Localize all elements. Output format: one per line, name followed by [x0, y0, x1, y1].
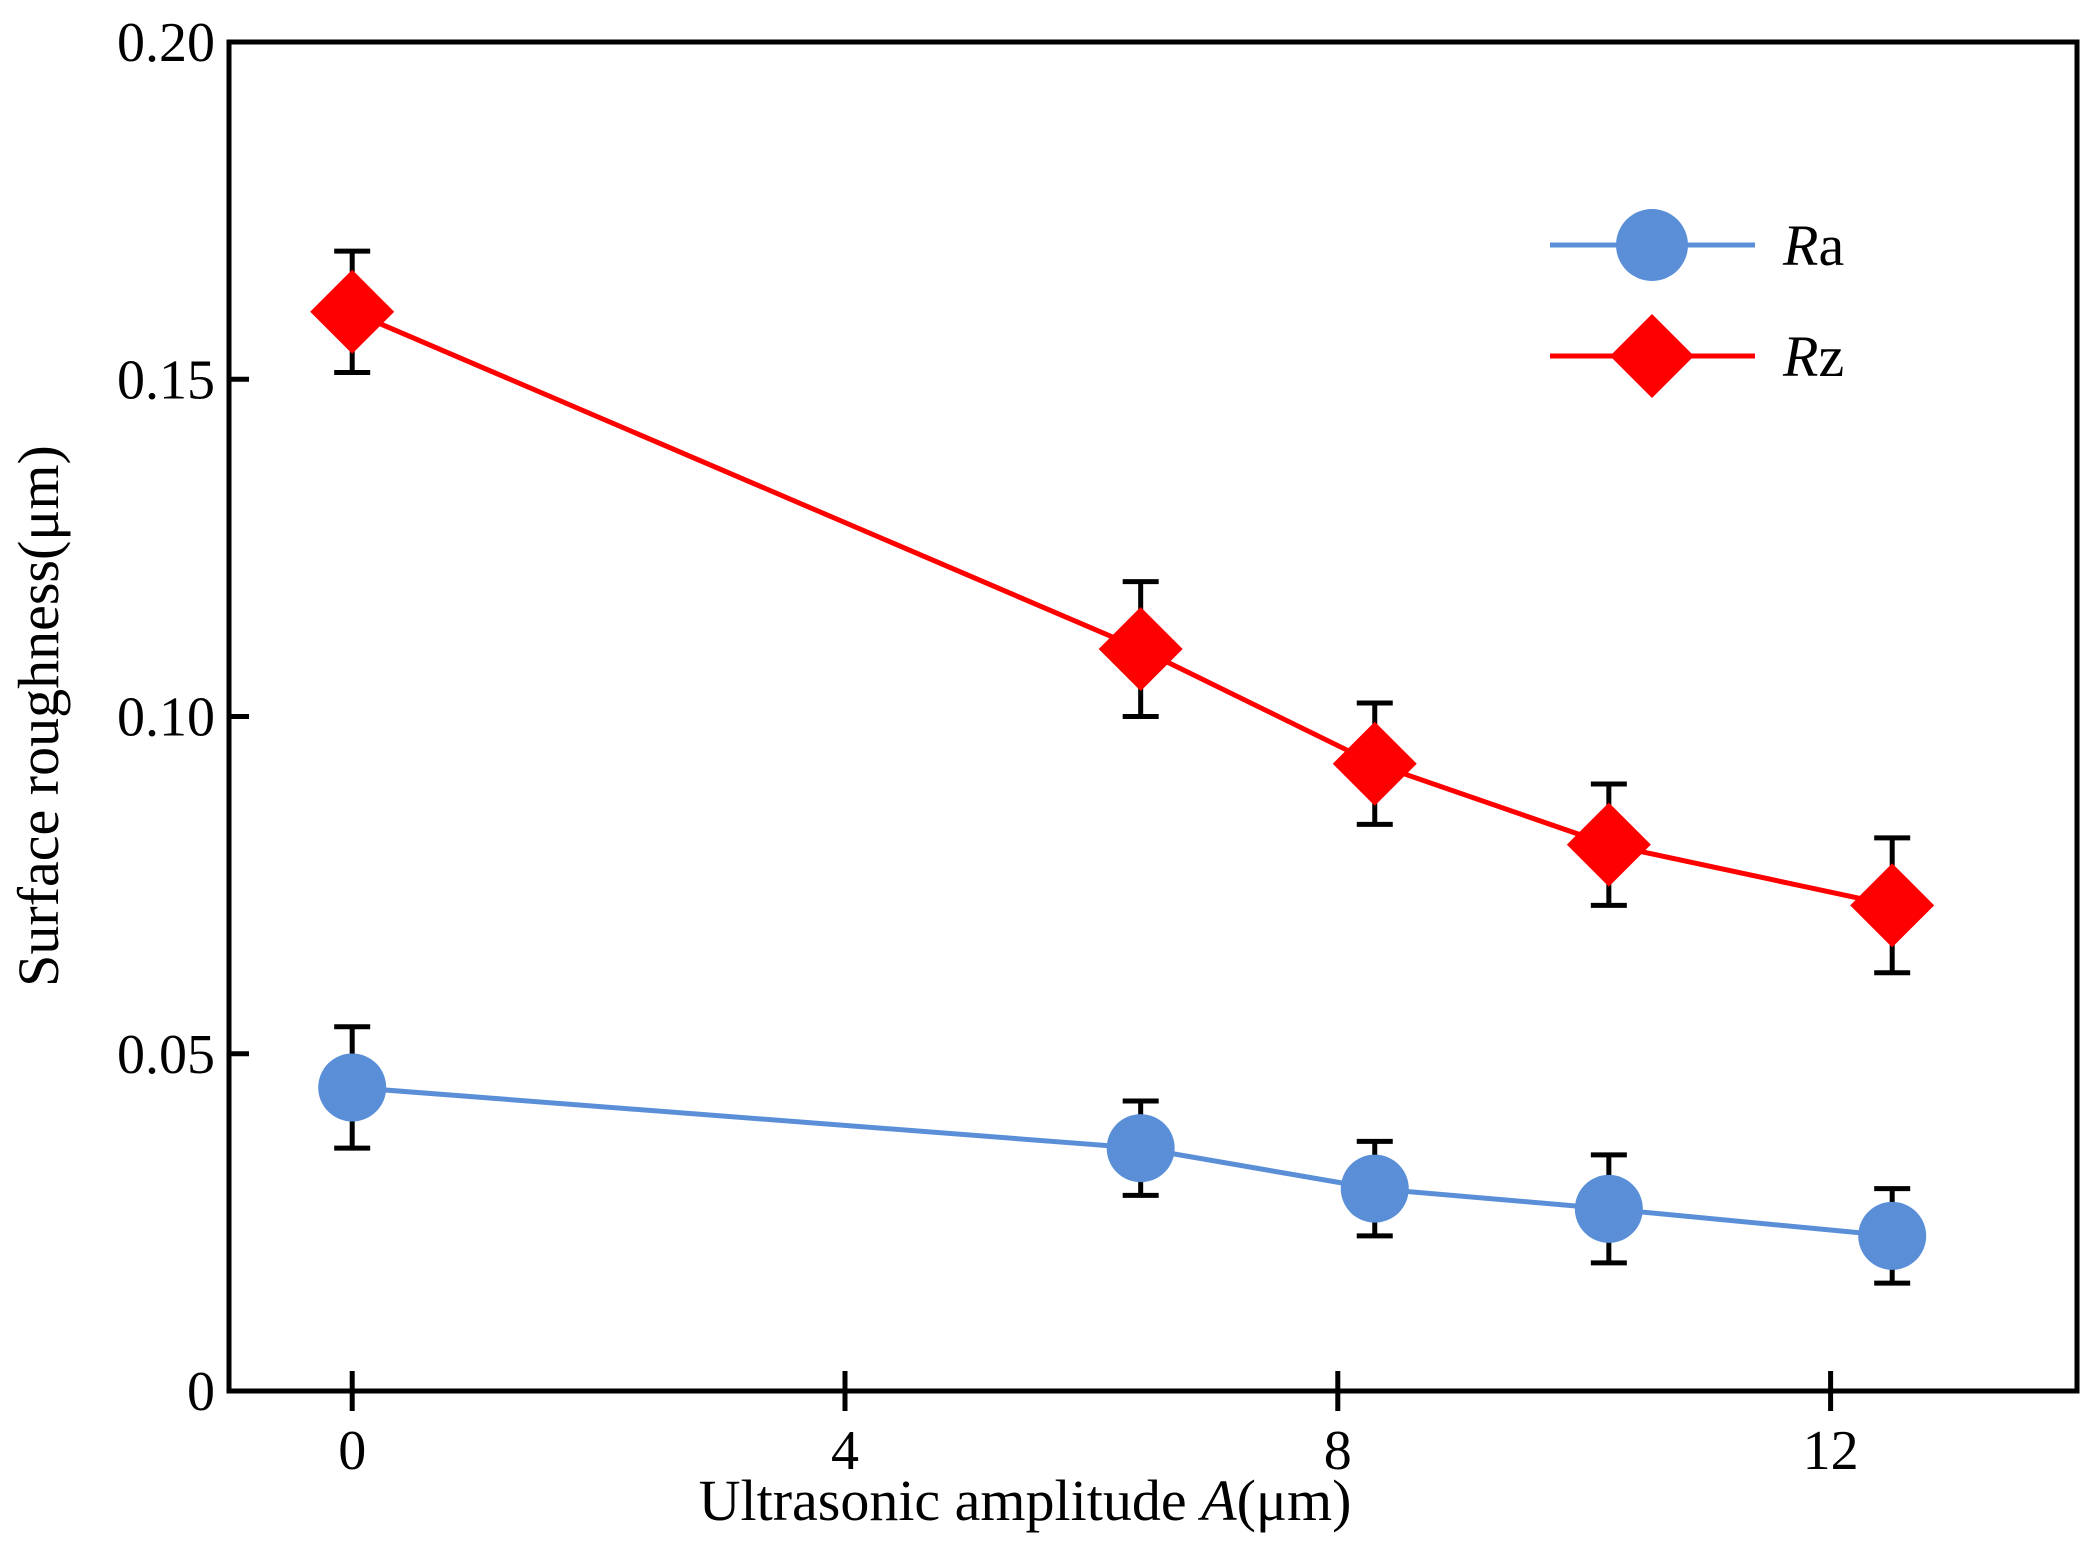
- series-markers: [310, 269, 1935, 1270]
- axis-ticks: 0 4 8 12 0 0.05 0.10 0.15 0.20: [117, 12, 1859, 1482]
- plot-area: [310, 248, 1935, 1286]
- data-point-rz: [1098, 607, 1183, 692]
- x-tick-label: 8: [1324, 1420, 1352, 1482]
- data-point-ra: [1340, 1154, 1409, 1223]
- y-tick-label: 0.15: [117, 349, 215, 411]
- y-tick-label: 0.05: [117, 1024, 215, 1086]
- y-axis-title: Surface roughness(μm): [6, 445, 71, 987]
- data-point-rz: [1332, 721, 1417, 806]
- x-tick-label: 4: [831, 1420, 859, 1482]
- data-point-ra: [1574, 1174, 1643, 1243]
- x-axis-title: Ultrasonic amplitude A(μm): [699, 1468, 1352, 1533]
- legend-label-ra: Ra: [1782, 213, 1844, 278]
- y-tick-label: 0.20: [117, 12, 215, 74]
- data-point-rz: [1850, 863, 1935, 948]
- y-tick-label: 0: [187, 1361, 215, 1423]
- legend: Ra Rz: [1550, 209, 1844, 398]
- legend-label-rz: Rz: [1782, 324, 1844, 389]
- data-point-ra: [1106, 1114, 1175, 1183]
- data-point-rz: [1566, 802, 1651, 887]
- legend-item-rz: Rz: [1550, 314, 1844, 398]
- legend-marker-ra: [1616, 209, 1688, 281]
- legend-marker-rz: [1610, 314, 1694, 398]
- data-point-ra: [1858, 1201, 1927, 1270]
- x-tick-label: 12: [1803, 1420, 1859, 1482]
- data-point-rz: [310, 269, 395, 354]
- data-point-ra: [318, 1053, 387, 1122]
- series-lines: [351, 309, 1893, 1239]
- legend-item-ra: Ra: [1550, 209, 1844, 281]
- y-tick-label: 0.10: [117, 687, 215, 749]
- series-line-rz: [351, 309, 1893, 908]
- x-tick-label: 0: [338, 1420, 366, 1482]
